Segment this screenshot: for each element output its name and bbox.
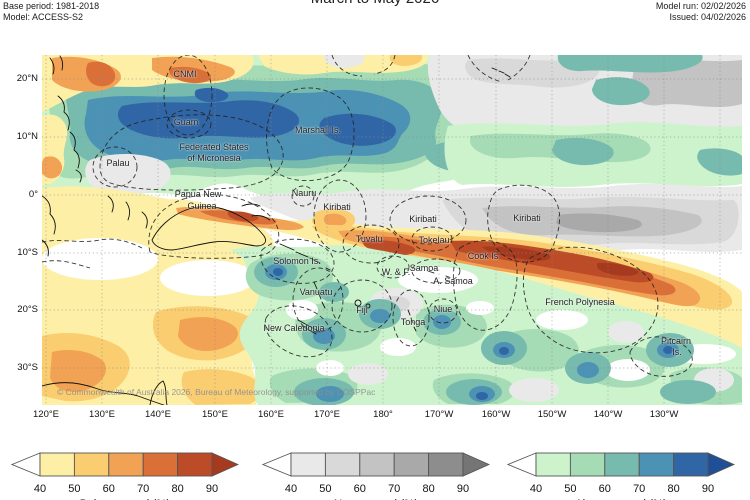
- map-title: March to May 2026: [311, 0, 439, 7]
- legend-above-normal: 405060708090Above normal (%): [506, 451, 736, 500]
- map-label: Guam: [173, 117, 199, 127]
- map-label: Niue: [433, 304, 453, 314]
- x-axis-tick: 120°E: [33, 409, 59, 420]
- y-axis-tick: 20°N: [16, 73, 38, 84]
- map-label: Tokelau: [418, 235, 450, 245]
- map-label: Marshall Is.: [294, 125, 342, 135]
- legend-tick: 60: [353, 483, 366, 495]
- map-label: New Caledonia: [263, 323, 325, 333]
- legend-tick: 90: [456, 483, 470, 495]
- legend-tick: 50: [564, 483, 577, 495]
- legend-tick: 40: [33, 483, 47, 495]
- legend-tick: 80: [171, 483, 184, 495]
- map-label: A. Samoa: [433, 276, 473, 286]
- map-label: Nauru: [291, 188, 317, 198]
- map-label: Federated States: [179, 142, 249, 152]
- y-axis-tick: 10°S: [17, 247, 38, 258]
- forecast-map: [42, 55, 742, 405]
- legend-tick: 80: [667, 483, 680, 495]
- map-label: Tonga: [400, 317, 426, 327]
- x-axis: 120°E 130°E 140°E 150°E 160°E 170°E 180° 170°W 1…: [0, 409, 750, 423]
- map-label: Vanuatu: [299, 287, 333, 297]
- y-axis-tick: 0°: [28, 189, 38, 200]
- legend-colorbar: [10, 452, 240, 477]
- legend-tick: 80: [422, 483, 435, 495]
- legend-colorbar: [261, 452, 491, 477]
- legend-tick: 60: [102, 483, 115, 495]
- map-label: Solomon Is.: [273, 256, 321, 266]
- coastlines: [42, 55, 511, 405]
- map-label: W. & F.: [381, 267, 411, 277]
- legend-tick: 90: [701, 483, 715, 495]
- map-label: Kiribati: [409, 214, 437, 224]
- x-axis-tick: 140°E: [145, 409, 171, 420]
- x-axis-tick: 170°W: [424, 409, 454, 420]
- legend-tick: 70: [633, 483, 646, 495]
- legend-tick: 50: [319, 483, 332, 495]
- legend-tick: 60: [598, 483, 611, 495]
- map-label: Tuvalu: [355, 234, 383, 244]
- legend-tick: 40: [284, 483, 298, 495]
- x-axis-tick: 160°W: [481, 409, 511, 420]
- map-label: Palau: [106, 158, 130, 168]
- x-axis-tick: 130°E: [89, 409, 115, 420]
- legend-tick: 70: [388, 483, 401, 495]
- map-label: French Polynesia: [545, 297, 615, 307]
- x-axis-tick: 150°W: [537, 409, 567, 420]
- x-axis-tick: 130°W: [649, 409, 679, 420]
- legend-below-normal: 405060708090Below normal (%): [10, 451, 240, 500]
- legend-colorbar: [506, 452, 736, 477]
- map-label: Kiribati: [323, 202, 351, 212]
- y-axis-tick: 10°N: [16, 131, 38, 142]
- x-axis-tick: 180°: [373, 409, 393, 420]
- x-axis-tick: 150°E: [202, 409, 228, 420]
- y-axis-tick: 20°S: [17, 304, 38, 315]
- map-label: Pitcairn: [660, 336, 692, 346]
- legend-near-normal: 405060708090Near normal (%): [261, 451, 491, 500]
- map-label: of Micronesia: [187, 153, 241, 163]
- legend-tick: 70: [137, 483, 150, 495]
- y-axis-tick: 30°S: [17, 362, 38, 373]
- eez-boundaries: [42, 55, 693, 377]
- map-label: Kiribati: [513, 213, 541, 223]
- map-label: CNMI: [173, 69, 197, 79]
- model-run-text: Model run: 02/02/2026: [655, 1, 746, 11]
- map-label: Samoa: [409, 263, 439, 273]
- legend-tick: 90: [205, 483, 219, 495]
- map-label: Is.: [672, 347, 682, 357]
- issued-text: Issued: 04/02/2026: [669, 12, 746, 22]
- x-axis-tick: 170°E: [314, 409, 340, 420]
- copyright-text: © Commonwealth of Australia 2026, Bureau…: [57, 387, 376, 397]
- base-period-text: Base period: 1981-2018: [3, 1, 100, 11]
- model-name-text: Model: ACCESS-S2: [3, 12, 84, 22]
- legend-tick: 40: [529, 483, 543, 495]
- map-label: Cook Is: [467, 251, 499, 261]
- legend-tick: 50: [68, 483, 81, 495]
- x-axis-tick: 140°W: [593, 409, 623, 420]
- x-axis-tick: 160°E: [258, 409, 284, 420]
- map-label: Fiji: [356, 305, 368, 315]
- map-label: Papua New: [174, 189, 222, 199]
- map-label: Guinea: [187, 201, 217, 211]
